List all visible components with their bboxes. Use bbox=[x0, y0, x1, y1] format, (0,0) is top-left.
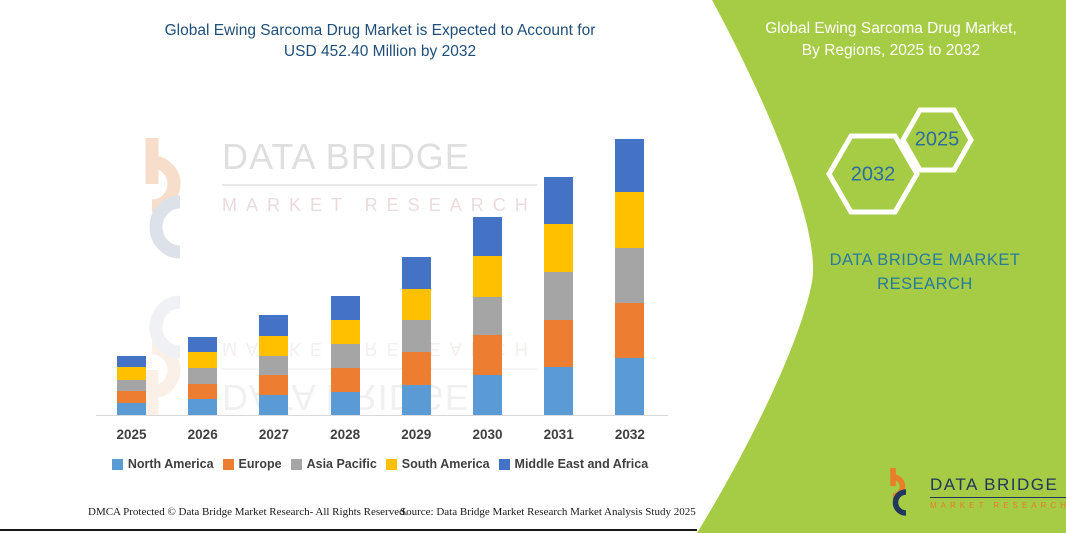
brand-name-text: DATA BRIDGE MARKET RESEARCH bbox=[772, 248, 1066, 296]
green-panel-shape bbox=[697, 0, 1066, 533]
bar-segment-2025-south-america bbox=[117, 367, 146, 380]
bar-2032 bbox=[615, 139, 645, 415]
bar-segment-2029-north-america bbox=[401, 385, 431, 415]
bottom-divider bbox=[0, 529, 697, 531]
x-label-2025: 2025 bbox=[116, 427, 147, 442]
bar-segment-2030-middle-east-and-africa bbox=[473, 217, 502, 256]
hexagon-2025 bbox=[900, 107, 974, 173]
bar-segment-2025-middle-east-and-africa bbox=[117, 356, 146, 367]
bar-segment-2030-south-america bbox=[473, 256, 502, 297]
bar-segment-2032-north-america bbox=[615, 358, 645, 415]
bar-2026 bbox=[188, 337, 218, 415]
legend-swatch bbox=[222, 458, 234, 470]
bar-segment-2028-north-america bbox=[330, 392, 360, 415]
legend-label: Asia Pacific bbox=[306, 457, 377, 471]
bar-segment-2031-middle-east-and-africa bbox=[544, 177, 574, 224]
bar-segment-2031-south-america bbox=[544, 224, 574, 272]
logo-text: DATA BRIDGE MARKET RESEARCH bbox=[930, 475, 1066, 510]
hexagon-2032 bbox=[826, 133, 920, 215]
bar-segment-2025-europe bbox=[117, 391, 146, 403]
bar-2029 bbox=[401, 257, 431, 415]
page-title-line1: Global Ewing Sarcoma Drug Market is Expe… bbox=[164, 22, 596, 39]
legend-swatch bbox=[111, 458, 123, 470]
plot-area bbox=[96, 130, 668, 416]
legend-label: South America bbox=[401, 457, 490, 471]
legend-item-middle-east-and-africa: Middle East and Africa bbox=[498, 457, 649, 471]
x-label-2031: 2031 bbox=[543, 427, 574, 442]
bar-2031 bbox=[544, 177, 574, 415]
legend-label: Middle East and Africa bbox=[514, 457, 649, 471]
bar-segment-2026-middle-east-and-africa bbox=[188, 337, 218, 352]
legend-swatch bbox=[290, 458, 302, 470]
legend-item-asia-pacific: Asia Pacific bbox=[290, 457, 377, 471]
bar-segment-2029-south-america bbox=[401, 289, 431, 320]
bar-segment-2026-asia-pacific bbox=[188, 368, 218, 384]
data-bridge-logo: DATA BRIDGE MARKET RESEARCH bbox=[884, 466, 1066, 518]
bar-2027 bbox=[259, 315, 289, 415]
source-note: Source: Data Bridge Market Research Mark… bbox=[400, 506, 696, 518]
bar-segment-2031-europe bbox=[544, 320, 574, 367]
right-panel-title: Global Ewing Sarcoma Drug Market, By Reg… bbox=[726, 18, 1056, 62]
x-label-2027: 2027 bbox=[258, 427, 289, 442]
x-label-2032: 2032 bbox=[614, 427, 645, 442]
bar-segment-2026-north-america bbox=[188, 399, 218, 415]
bar-segment-2027-middle-east-and-africa bbox=[259, 315, 289, 336]
data-bridge-logo-icon bbox=[890, 468, 907, 516]
bar-segment-2032-europe bbox=[615, 303, 645, 358]
bar-segment-2030-europe bbox=[473, 335, 502, 375]
right-panel-title-line2: By Regions, 2025 to 2032 bbox=[801, 42, 981, 59]
bar-2028 bbox=[330, 296, 360, 415]
x-axis-labels: 2025 2026 2027 2028 2029 2030 2031 2032 bbox=[0, 427, 700, 445]
bar-segment-2029-asia-pacific bbox=[401, 320, 431, 352]
bar-segment-2027-north-america bbox=[259, 395, 289, 415]
bar-segment-2029-europe bbox=[401, 352, 431, 385]
bar-2025 bbox=[117, 356, 146, 415]
x-label-2028: 2028 bbox=[330, 427, 361, 442]
bar-segment-2028-south-america bbox=[330, 320, 360, 344]
bar-segment-2025-north-america bbox=[117, 403, 146, 415]
bar-segment-2028-asia-pacific bbox=[330, 344, 360, 368]
bar-segment-2030-north-america bbox=[473, 375, 502, 415]
legend-swatch bbox=[385, 458, 397, 470]
bar-segment-2028-middle-east-and-africa bbox=[330, 296, 360, 320]
right-panel-title-line1: Global Ewing Sarcoma Drug Market, bbox=[765, 20, 1017, 37]
legend-swatch bbox=[498, 458, 510, 470]
page-title: Global Ewing Sarcoma Drug Market is Expe… bbox=[60, 20, 700, 62]
legend-label: North America bbox=[127, 457, 214, 471]
bar-segment-2032-middle-east-and-africa bbox=[615, 139, 645, 192]
x-label-2030: 2030 bbox=[472, 427, 503, 442]
x-label-2029: 2029 bbox=[401, 427, 432, 442]
bar-segment-2026-europe bbox=[188, 384, 218, 399]
bar-segment-2026-south-america bbox=[188, 352, 218, 368]
bar-segment-2027-europe bbox=[259, 375, 289, 395]
bar-segment-2031-north-america bbox=[544, 367, 574, 415]
bar-segment-2029-middle-east-and-africa bbox=[401, 257, 431, 289]
hexagon-year-2032: 2032 bbox=[850, 163, 896, 186]
chart-legend: North America Europe Asia Pacific South Ame… bbox=[40, 457, 720, 471]
bar-segment-2027-south-america bbox=[259, 336, 289, 356]
legend-item-south-america: South America bbox=[385, 457, 490, 471]
bar-2030 bbox=[473, 217, 502, 415]
bar-segment-2025-asia-pacific bbox=[117, 380, 146, 391]
bar-segment-2028-europe bbox=[330, 368, 360, 392]
brand-name-line2: RESEARCH bbox=[877, 275, 973, 293]
bar-segment-2031-asia-pacific bbox=[544, 272, 574, 320]
legend-item-europe: Europe bbox=[222, 457, 282, 471]
legend-label: Europe bbox=[238, 457, 282, 471]
logo-brand-text: DATA BRIDGE bbox=[930, 475, 1066, 498]
page-title-line2: USD 452.40 Million by 2032 bbox=[283, 43, 477, 60]
hexagon-year-2025: 2025 bbox=[914, 128, 960, 151]
legend-item-north-america: North America bbox=[111, 457, 214, 471]
bar-segment-2030-asia-pacific bbox=[473, 297, 502, 335]
dmca-notice: DMCA Protected © Data Bridge Market Rese… bbox=[88, 506, 408, 518]
logo-sub-text: MARKET RESEARCH bbox=[930, 500, 1066, 510]
bar-segment-2032-south-america bbox=[615, 192, 645, 248]
brand-name-line1: DATA BRIDGE MARKET bbox=[829, 251, 1021, 269]
x-label-2026: 2026 bbox=[187, 427, 218, 442]
bar-segment-2032-asia-pacific bbox=[615, 248, 645, 303]
bar-segment-2027-asia-pacific bbox=[259, 356, 289, 375]
